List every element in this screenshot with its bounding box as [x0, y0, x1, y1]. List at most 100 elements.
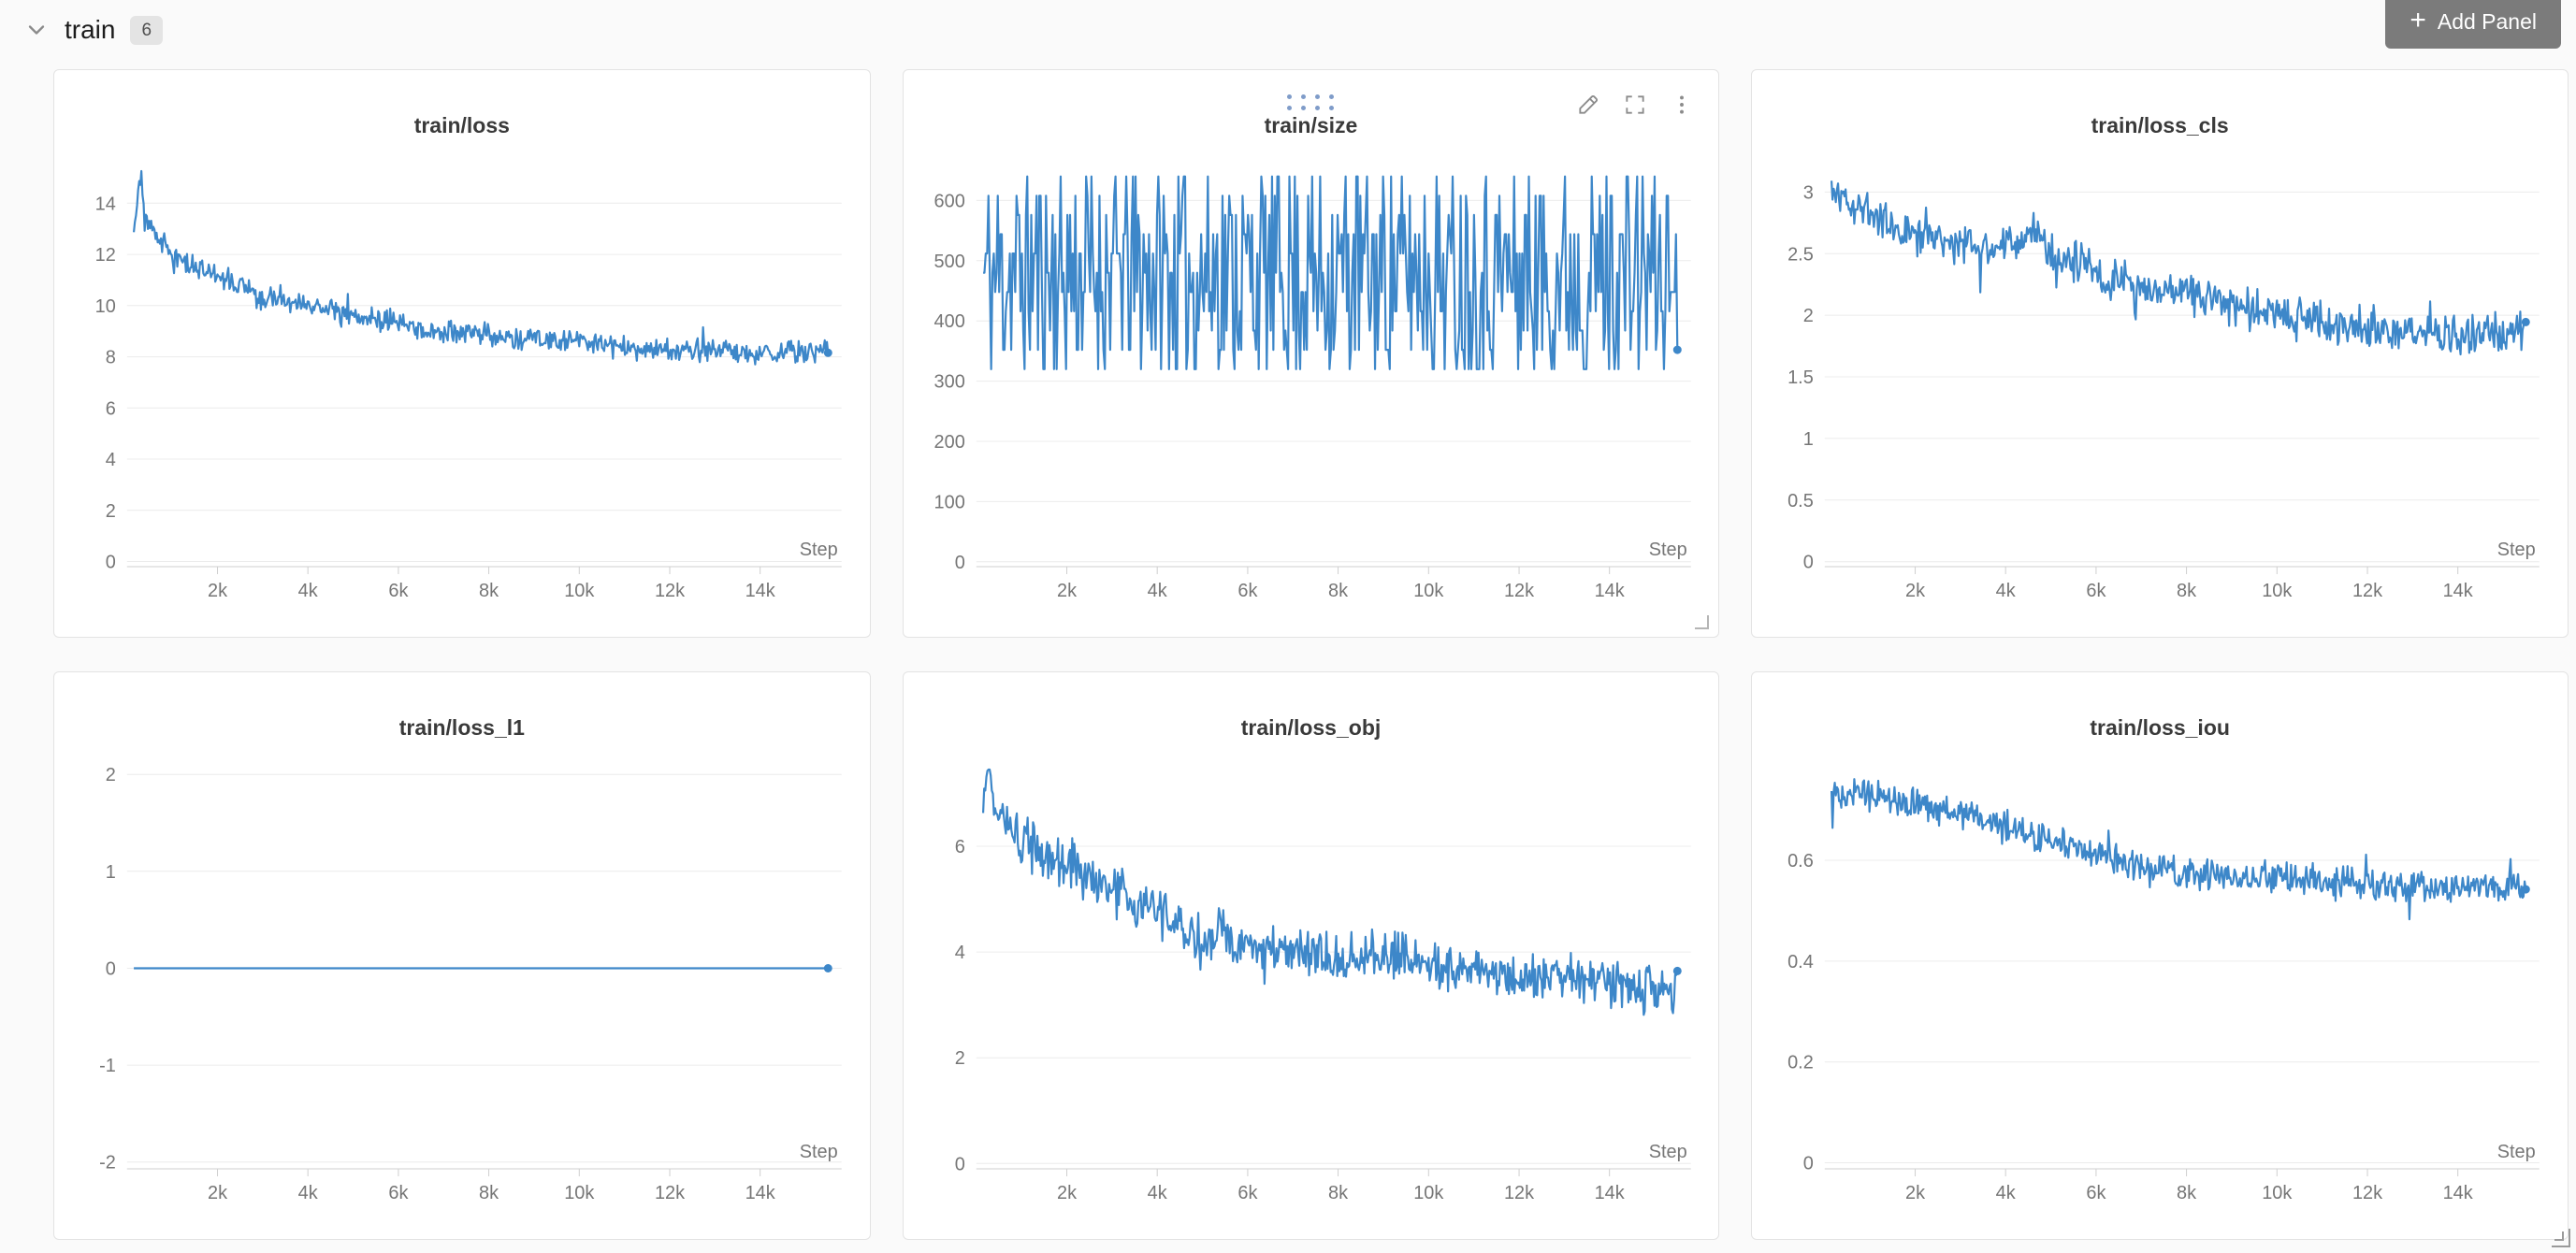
panel-train-loss_l1[interactable]: train/loss_l1 -2 -1 0 1 2 2k 4k 6k 8k 10k 12k 14k Ste…: [53, 671, 871, 1240]
svg-text:0: 0: [106, 958, 116, 979]
svg-text:14k: 14k: [2443, 1183, 2474, 1203]
svg-text:4k: 4k: [1996, 581, 2017, 601]
svg-text:500: 500: [933, 252, 964, 272]
svg-text:12k: 12k: [2352, 1183, 2383, 1203]
panel-train-size[interactable]: train/size 0 100 200 300 400 500 600 2k 4k 6k 8k 10k…: [902, 69, 1720, 638]
svg-text:10k: 10k: [564, 1183, 595, 1203]
fullscreen-icon[interactable]: [1623, 93, 1647, 117]
svg-text:Step: Step: [800, 1142, 838, 1162]
svg-text:10k: 10k: [1413, 581, 1444, 601]
svg-text:6k: 6k: [2087, 581, 2107, 601]
svg-text:10k: 10k: [1413, 1183, 1444, 1203]
svg-text:1: 1: [1803, 429, 1814, 450]
kebab-menu-icon[interactable]: [1670, 93, 1694, 117]
svg-text:12k: 12k: [655, 1183, 686, 1203]
chart-plot-area[interactable]: 0 2 4 6 8 10 12 14 2k 4k 6k 8k 10k 12k 14k Step: [54, 162, 870, 629]
svg-text:2k: 2k: [1057, 581, 1078, 601]
svg-text:2k: 2k: [208, 581, 228, 601]
svg-text:14k: 14k: [2443, 581, 2474, 601]
svg-text:300: 300: [933, 372, 964, 393]
svg-text:4k: 4k: [1147, 1183, 1167, 1203]
svg-text:0: 0: [1803, 553, 1814, 573]
svg-text:8k: 8k: [1328, 1183, 1349, 1203]
svg-text:-2: -2: [99, 1153, 116, 1174]
svg-text:4k: 4k: [1147, 581, 1167, 601]
svg-text:Step: Step: [1648, 1142, 1686, 1162]
svg-text:14k: 14k: [745, 581, 776, 601]
chart-plot-area[interactable]: -2 -1 0 1 2 2k 4k 6k 8k 10k 12k 14k Step: [54, 764, 870, 1231]
panel-train-loss_obj[interactable]: train/loss_obj 0 2 4 6 2k 4k 6k 8k 10k 12k 14k Step: [902, 671, 1720, 1240]
svg-text:12k: 12k: [655, 581, 686, 601]
svg-text:6k: 6k: [388, 1183, 409, 1203]
svg-text:2.5: 2.5: [1787, 244, 1814, 265]
svg-text:8k: 8k: [479, 1183, 499, 1203]
chart-plot-area[interactable]: 0 100 200 300 400 500 600 2k 4k 6k 8k 10k 12k 14k Step: [904, 162, 1719, 629]
svg-text:4k: 4k: [1996, 1183, 2017, 1203]
plus-icon: +: [2410, 5, 2426, 36]
chart-plot-area[interactable]: 0 0.5 1 1.5 2 2.5 3 2k 4k 6k 8k 10k 12k 14k Step: [1752, 162, 2568, 629]
svg-text:8k: 8k: [2177, 581, 2197, 601]
svg-text:2k: 2k: [208, 1183, 228, 1203]
svg-text:Step: Step: [2497, 1142, 2536, 1162]
chart-plot-area[interactable]: 0 2 4 6 2k 4k 6k 8k 10k 12k 14k Step: [904, 764, 1719, 1231]
svg-text:-1: -1: [99, 1056, 116, 1076]
svg-text:1: 1: [106, 862, 116, 883]
add-panel-label: Add Panel: [2437, 8, 2537, 34]
panel-train-loss_iou[interactable]: train/loss_iou 0 0.2 0.4 0.6 2k 4k 6k 8k 10k 12k 14…: [1751, 671, 2569, 1240]
svg-text:2k: 2k: [1905, 581, 1926, 601]
svg-text:4k: 4k: [298, 581, 319, 601]
panel-title: train/size: [1264, 113, 1358, 137]
svg-text:2: 2: [106, 501, 116, 522]
svg-text:8k: 8k: [2177, 1183, 2197, 1203]
svg-text:Step: Step: [2497, 540, 2536, 560]
svg-text:14k: 14k: [1594, 581, 1625, 601]
svg-text:100: 100: [933, 492, 964, 512]
svg-text:0.2: 0.2: [1787, 1053, 1814, 1073]
section-title[interactable]: train: [65, 15, 116, 44]
svg-text:10k: 10k: [2263, 581, 2294, 601]
svg-text:2: 2: [954, 1048, 964, 1069]
edit-pencil-icon[interactable]: [1576, 93, 1600, 117]
svg-text:14: 14: [95, 194, 116, 214]
svg-text:14k: 14k: [745, 1183, 776, 1203]
svg-text:12: 12: [95, 245, 116, 266]
add-panel-button[interactable]: + Add Panel: [2385, 0, 2561, 49]
panel-train-loss[interactable]: train/loss 0 2 4 6 8 10 12 14 2k 4k 6k 8k 10k 12k 14k St…: [53, 69, 871, 638]
svg-text:3: 3: [1803, 182, 1814, 203]
svg-text:200: 200: [933, 432, 964, 453]
svg-text:12k: 12k: [1504, 1183, 1535, 1203]
svg-text:14k: 14k: [1594, 1183, 1625, 1203]
svg-text:4k: 4k: [298, 1183, 319, 1203]
svg-text:2: 2: [1803, 306, 1814, 326]
chart-plot-area[interactable]: 0 0.2 0.4 0.6 2k 4k 6k 8k 10k 12k 14k Step: [1752, 764, 2568, 1231]
svg-text:0: 0: [954, 553, 964, 573]
panel-title: train/loss_l1: [398, 715, 525, 740]
svg-text:6k: 6k: [388, 581, 409, 601]
svg-text:12k: 12k: [2352, 581, 2383, 601]
svg-text:Step: Step: [800, 540, 838, 560]
svg-text:2k: 2k: [1057, 1183, 1078, 1203]
svg-text:8: 8: [106, 348, 116, 368]
svg-text:12k: 12k: [1504, 581, 1535, 601]
svg-text:6: 6: [106, 398, 116, 419]
svg-text:0: 0: [954, 1154, 964, 1174]
section-resize-handle[interactable]: [2552, 1229, 2570, 1247]
chevron-down-icon[interactable]: [23, 17, 50, 43]
svg-text:400: 400: [933, 311, 964, 332]
svg-text:2: 2: [106, 765, 116, 785]
svg-text:Step: Step: [1648, 540, 1686, 560]
svg-text:10k: 10k: [2263, 1183, 2294, 1203]
panel-train-loss_cls[interactable]: train/loss_cls 0 0.5 1 1.5 2 2.5 3 2k 4k 6k 8k 10k 12…: [1751, 69, 2569, 638]
drag-handle-icon[interactable]: [1287, 94, 1335, 110]
svg-text:8k: 8k: [1328, 581, 1349, 601]
svg-text:4: 4: [954, 943, 964, 963]
svg-text:6: 6: [954, 837, 964, 857]
svg-text:1.5: 1.5: [1787, 367, 1814, 388]
svg-text:0: 0: [1803, 1153, 1814, 1174]
svg-text:10: 10: [95, 296, 116, 317]
section-header: train 6 + Add Panel: [0, 0, 2576, 60]
svg-text:0: 0: [106, 552, 116, 572]
panel-resize-handle[interactable]: [1695, 615, 1710, 629]
svg-text:0.5: 0.5: [1787, 491, 1814, 511]
